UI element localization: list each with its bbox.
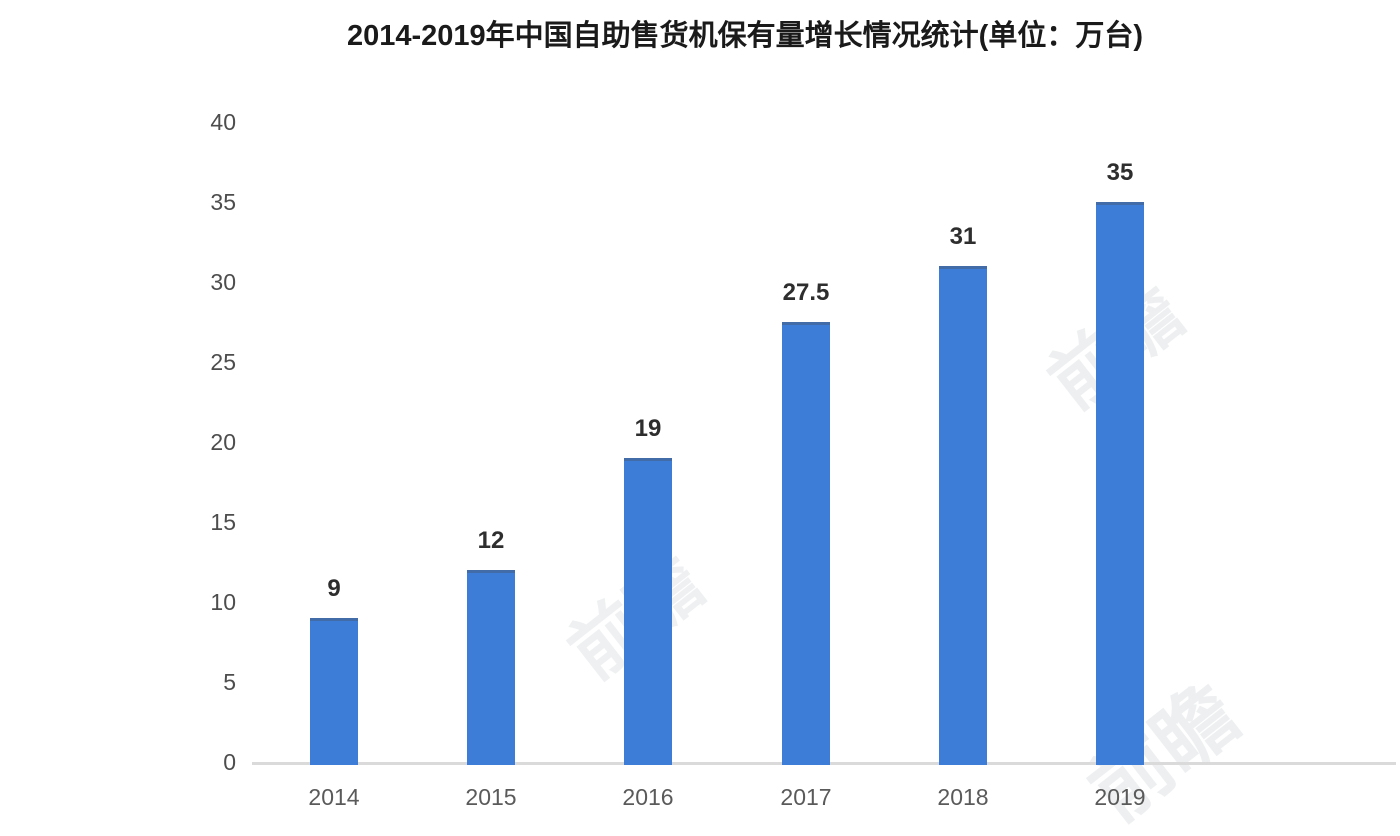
bar-value-label: 27.5 bbox=[782, 279, 830, 306]
y-tick-label: 20 bbox=[210, 429, 236, 455]
x-tick-label: 2015 bbox=[465, 784, 517, 810]
y-tick-label: 15 bbox=[210, 509, 236, 535]
bar bbox=[782, 322, 830, 765]
bar-value-label: 35 bbox=[1106, 159, 1134, 186]
y-tick-label: 35 bbox=[210, 189, 236, 215]
bar bbox=[624, 458, 672, 765]
bar bbox=[1096, 202, 1144, 765]
bar-value-label: 9 bbox=[327, 575, 341, 602]
x-tick-label: 2016 bbox=[622, 784, 674, 810]
y-tick-label: 0 bbox=[223, 749, 236, 775]
y-tick-label: 30 bbox=[210, 269, 236, 295]
bar-value-label: 31 bbox=[949, 223, 977, 250]
x-tick-label: 2017 bbox=[780, 784, 832, 810]
bar-value-label: 12 bbox=[477, 527, 505, 554]
x-tick-label: 2019 bbox=[1094, 784, 1146, 810]
chart-title: 2014-2019年中国自助售货机保有量增长情况统计(单位：万台) bbox=[346, 20, 1143, 52]
bar bbox=[939, 266, 987, 765]
y-tick-label: 5 bbox=[223, 669, 236, 695]
x-tick-label: 2014 bbox=[308, 784, 360, 810]
x-tick-label: 2018 bbox=[937, 784, 989, 810]
bar bbox=[467, 570, 515, 765]
y-tick-label: 10 bbox=[210, 589, 236, 615]
bar bbox=[310, 618, 358, 765]
y-tick-label: 40 bbox=[210, 109, 236, 135]
bar-value-label: 19 bbox=[634, 415, 662, 442]
y-tick-label: 25 bbox=[210, 349, 236, 375]
